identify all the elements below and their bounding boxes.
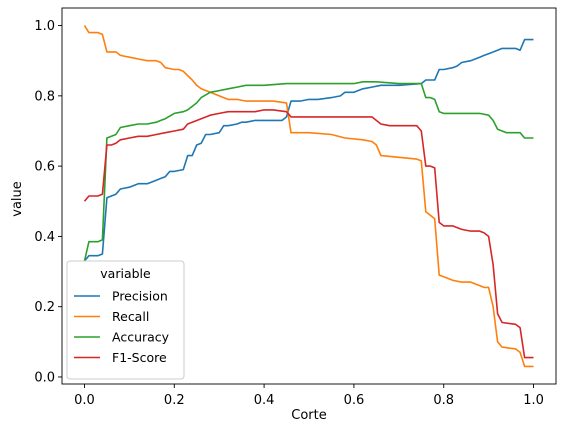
legend-label: Recall — [112, 309, 149, 324]
series-line-precision — [83, 38, 534, 262]
x-tick-label: 0.2 — [164, 393, 185, 408]
x-tick-label: 0.6 — [344, 393, 365, 408]
legend-label: Accuracy — [112, 330, 170, 345]
legend-box — [66, 260, 185, 380]
x-tick-label: 0.4 — [254, 393, 275, 408]
series-line-recall — [83, 25, 534, 368]
y-tick-label: 0.8 — [34, 89, 55, 104]
y-axis-label: value — [10, 181, 25, 217]
axes-layer: 0.0 0.2 0.4 0.6 0.8 1.0 0.0 0.2 0.4 0.6 0.8 1.0 — [34, 7, 557, 408]
y-tick-label: 1.0 — [34, 19, 55, 34]
legend-title: variable — [100, 266, 151, 281]
axes-frame — [61, 7, 557, 385]
legend: variable Precision Recall Accuracy F1-Score — [66, 260, 185, 380]
y-tick-label: 0.2 — [34, 300, 55, 315]
series-line-accuracy — [83, 81, 534, 262]
x-axis-label: Corte — [291, 408, 326, 423]
series-line-f1-score — [83, 109, 534, 359]
y-tick-label: 0.6 — [34, 160, 55, 175]
legend-label: Precision — [112, 289, 168, 304]
x-tick-label: 0.8 — [433, 393, 454, 408]
series-layer — [83, 25, 534, 368]
x-tick-label: 1.0 — [523, 393, 544, 408]
y-tick-label: 0.4 — [34, 230, 55, 245]
x-tick-label: 0.0 — [74, 393, 95, 408]
legend-label: F1-Score — [112, 350, 167, 365]
y-tick-label: 0.0 — [34, 370, 55, 385]
